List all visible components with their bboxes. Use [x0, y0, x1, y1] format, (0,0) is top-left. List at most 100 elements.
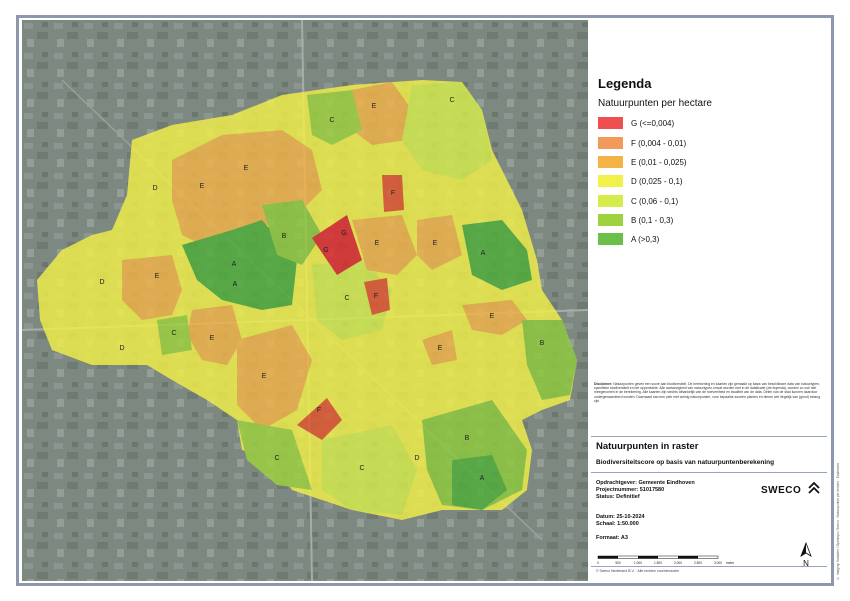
- divider: [591, 566, 827, 567]
- map-zone-c-center[interactable]: [312, 260, 392, 340]
- legend-swatch: [598, 233, 623, 245]
- map-zone-e-center-east[interactable]: [417, 215, 462, 270]
- map-zone-g-center[interactable]: [312, 215, 362, 275]
- legend-label: E (0,01 - 0,025): [631, 157, 687, 167]
- map-zone-e-southwest[interactable]: [187, 305, 242, 365]
- scale-tick-label: 3.000: [714, 561, 722, 565]
- zone-label: D: [152, 185, 157, 192]
- scale: Schaal: 1:50.000: [596, 521, 639, 527]
- map-zone-e-east[interactable]: [462, 300, 527, 335]
- legend-item-f: F (0,004 - 0,01): [598, 136, 686, 150]
- zone-label: E: [375, 240, 380, 247]
- zone-label: E: [262, 373, 267, 380]
- zone-label: G: [323, 247, 328, 254]
- scale-tick-label: 0: [597, 561, 599, 565]
- date: Datum: 25-10-2024: [596, 514, 645, 520]
- format: Formaat: A3: [596, 535, 628, 541]
- map-zone-c-southwest[interactable]: [237, 420, 312, 490]
- client: Opdrachtgever: Gemeente Eindhoven: [596, 480, 695, 486]
- north-label: N: [803, 559, 809, 568]
- legend-item-b: B (0,1 - 0,3): [598, 213, 673, 227]
- map-zone-e-north[interactable]: [352, 82, 412, 145]
- zone-label: C: [274, 455, 279, 462]
- zone-label: E: [244, 165, 249, 172]
- scale-tick-label: 2.000: [674, 561, 682, 565]
- scale-tick-label: 1.000: [634, 561, 642, 565]
- zone-label: C: [344, 295, 349, 302]
- map-zone-e-east-inner[interactable]: [422, 330, 457, 365]
- zone-label: E: [155, 273, 160, 280]
- zone-label: B: [282, 233, 287, 240]
- map-zone-f-north[interactable]: [382, 175, 404, 212]
- disclaimer-heading: Disclaimer:: [594, 382, 613, 386]
- map-area[interactable]: D D E E E C C A A A B G G F F F E E E E …: [22, 20, 588, 581]
- zone-label: B: [540, 340, 545, 347]
- divider: [591, 472, 827, 473]
- map-zone-f-southwest[interactable]: [297, 398, 342, 440]
- legend-label: F (0,004 - 0,01): [631, 138, 687, 148]
- zone-label: E: [438, 345, 443, 352]
- north-arrow-icon: N: [800, 542, 812, 568]
- zone-label: A: [481, 250, 486, 257]
- legend-item-a: A (>0,3): [598, 232, 659, 246]
- sweco-logo-text: SWECO: [761, 485, 802, 496]
- map-zone-a-east[interactable]: [462, 220, 532, 290]
- zone-label: C: [171, 330, 176, 337]
- status: Status: Definitief: [596, 494, 640, 500]
- map-zone-b-north[interactable]: [307, 90, 362, 145]
- copyright-footer: © Sweco Nederland B.V. · Alle rechten vo…: [596, 569, 680, 573]
- side-panel: Legenda Natuurpunten per hectare G (<=0,…: [591, 20, 827, 581]
- zone-label: A: [232, 261, 237, 268]
- map-subtitle: Biodiversiteitscore op basis van natuurp…: [596, 459, 775, 466]
- map-zone-c-south[interactable]: [322, 425, 417, 515]
- legend-title: Legenda: [598, 76, 652, 91]
- legend-swatch: [598, 195, 623, 207]
- vertical-credit-text: © Imagery: Kadaster / Opentopo / Sweco ·…: [836, 463, 840, 580]
- map-zone-a-south[interactable]: [452, 455, 507, 510]
- zone-label: D: [414, 455, 419, 462]
- zone-label: B: [465, 435, 470, 442]
- legend-label: D (0,025 - 0,1): [631, 176, 683, 186]
- map-zone-b-east[interactable]: [522, 320, 577, 400]
- zone-label: A: [480, 475, 485, 482]
- zone-label: F: [317, 407, 321, 414]
- disclaimer-text: Natuurpunten geven een score aan biodive…: [594, 382, 821, 403]
- scale-tick-label: 2.500: [694, 561, 702, 565]
- map-zone-e-west[interactable]: [122, 255, 182, 320]
- legend-item-g: G (<=0,004): [598, 116, 674, 130]
- map-zone-a-west[interactable]: [182, 220, 297, 310]
- zone-label: C: [329, 117, 334, 124]
- scale-unit: meter: [726, 561, 735, 565]
- map-zone-e-center[interactable]: [352, 215, 417, 275]
- legend-item-d: D (0,025 - 0,1): [598, 174, 683, 188]
- legend-item-c: C (0,06 - 0,1): [598, 194, 678, 208]
- legend-swatch: [598, 214, 623, 226]
- legend-item-e: E (0,01 - 0,025): [598, 155, 687, 169]
- zone-label: G: [341, 230, 346, 237]
- scale-bar: 0 500 1.000 1.500 2.000 2.500 3.000 mete…: [597, 555, 735, 565]
- map-canvas: D D E E E C C A A A B G G F F F E E E E …: [22, 20, 588, 581]
- legend-label: B (0,1 - 0,3): [631, 215, 674, 225]
- map-zone-c-northeast[interactable]: [402, 82, 492, 180]
- map-zone-c-west-small[interactable]: [157, 315, 192, 355]
- map-title: Natuurpunten in raster: [596, 441, 699, 452]
- legend-swatch: [598, 117, 623, 129]
- divider: [591, 436, 827, 437]
- disclaimer: Disclaimer: Natuurpunten geven een score…: [594, 382, 822, 403]
- map-zone-f-center[interactable]: [364, 278, 390, 315]
- map-zone-e-south-central[interactable]: [237, 325, 312, 430]
- map-zone-b-center-west[interactable]: [262, 200, 322, 265]
- scale-tick-label: 500: [615, 561, 621, 565]
- zone-label: E: [372, 103, 377, 110]
- zone-label: F: [391, 190, 395, 197]
- legend-label: G (<=0,004): [631, 118, 675, 128]
- zone-label: C: [359, 465, 364, 472]
- scale-tick-label: 1.500: [654, 561, 662, 565]
- zone-label: C: [449, 97, 454, 104]
- zone-label: E: [490, 313, 495, 320]
- legend-swatch: [598, 156, 623, 168]
- legend-swatch: [598, 175, 623, 187]
- project-number: Projectnummer: 51017580: [596, 487, 665, 493]
- legend-label: A (>0,3): [631, 234, 660, 244]
- zone-label: E: [210, 335, 215, 342]
